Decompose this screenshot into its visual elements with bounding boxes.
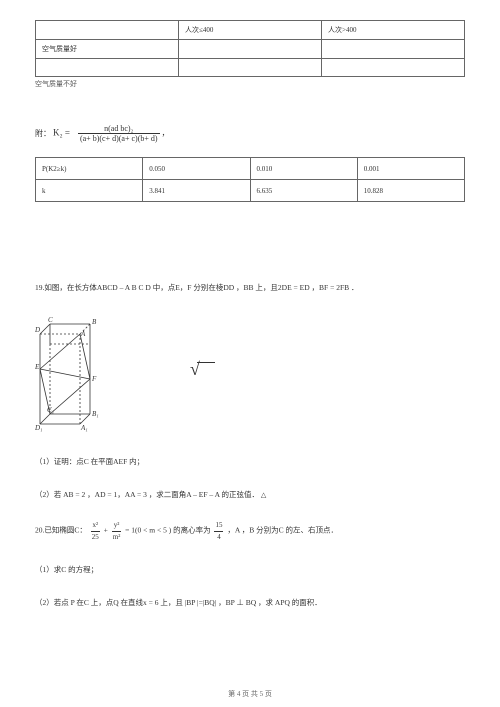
svg-text:E: E [35, 363, 40, 371]
t2-r1c3: 0.010 [250, 158, 357, 180]
q20-sub1: （1）求C 的方程； [35, 564, 465, 575]
header-gt400: 人次>400 [322, 21, 465, 40]
critical-value-table: P(K2≥k) 0.050 0.010 0.001 k 3.841 6.635 … [35, 157, 465, 202]
svg-text:C₁: C₁ [47, 406, 54, 414]
row-bad-air-note: 空气质量不好 [35, 79, 465, 89]
formula-prefix: 附： [35, 128, 51, 139]
svg-text:C: C [48, 316, 53, 324]
svg-text:F: F [91, 375, 97, 383]
q20-frac2: y² m² [112, 520, 122, 542]
svg-text:D₁: D₁ [35, 424, 43, 432]
cuboid-diagram: C B D A E F C₁ B₁ D₁ A₁ [35, 304, 130, 434]
figure-row: C B D A E F C₁ B₁ D₁ A₁ √ [35, 304, 465, 434]
k2-label: K₂ = [53, 127, 70, 137]
svg-text:A: A [80, 330, 86, 338]
t2-r1c2: 0.050 [143, 158, 250, 180]
svg-text:B₁: B₁ [92, 410, 99, 418]
formula-comma: ， [162, 128, 170, 137]
t2-r1c4: 0.001 [357, 158, 464, 180]
t2-r1c1: P(K2≥k) [36, 158, 143, 180]
sqrt-symbol: √ [190, 359, 215, 380]
t2-r2c2: 3.841 [143, 180, 250, 202]
q19-text: 19.如图，在长方体ABCD – A B C D 中，点E，F 分别在棱DD ，… [35, 283, 359, 292]
page-footer: 第 4 页 共 5 页 [0, 689, 500, 699]
svg-text:B: B [92, 318, 97, 326]
contingency-table: 人次≤400 人次>400 空气质量好 [35, 20, 465, 77]
triangle-icon: △ [261, 491, 266, 499]
k2-fraction: n(ad bc)₂ (a+ b)(c+ d)(a+ c)(b+ d) [78, 124, 160, 143]
formula-section: 附： K₂ = n(ad bc)₂ (a+ b)(c+ d)(a+ c)(b+ … [35, 124, 465, 143]
q20-pre: 20.已知椭圆C： [35, 526, 87, 535]
k2-denominator: (a+ b)(c+ d)(a+ c)(b+ d) [78, 134, 160, 143]
question-20: 20.已知椭圆C： x² 25 + y² m² = 1(0 < m < 5 ) … [35, 520, 465, 542]
header-le400: 人次≤400 [179, 21, 322, 40]
row-good-air: 空气质量好 [36, 40, 179, 59]
t2-r2c3: 6.635 [250, 180, 357, 202]
svg-text:A₁: A₁ [80, 424, 88, 432]
q19-sub1: （1）证明：点C 在平面AEF 内； [35, 456, 465, 467]
t2-r2c1: k [36, 180, 143, 202]
q20-frac3: 15 4 [214, 520, 223, 542]
q20-sub2: （2）若点 P 在C 上，点Q 在直线x = 6 上，且 |BP |=|BQ| … [35, 597, 465, 608]
q19-sub2: （2）若 AB = 2 ，AD = 1，AA = 3 ，求二面角A – EF –… [35, 489, 465, 500]
t2-r2c4: 10.828 [357, 180, 464, 202]
svg-text:D: D [35, 326, 40, 334]
question-19: 19.如图，在长方体ABCD – A B C D 中，点E，F 分别在棱DD ，… [35, 282, 465, 294]
k2-numerator: n(ad bc)₂ [78, 124, 160, 134]
q20-frac1: x² 25 [91, 520, 100, 542]
